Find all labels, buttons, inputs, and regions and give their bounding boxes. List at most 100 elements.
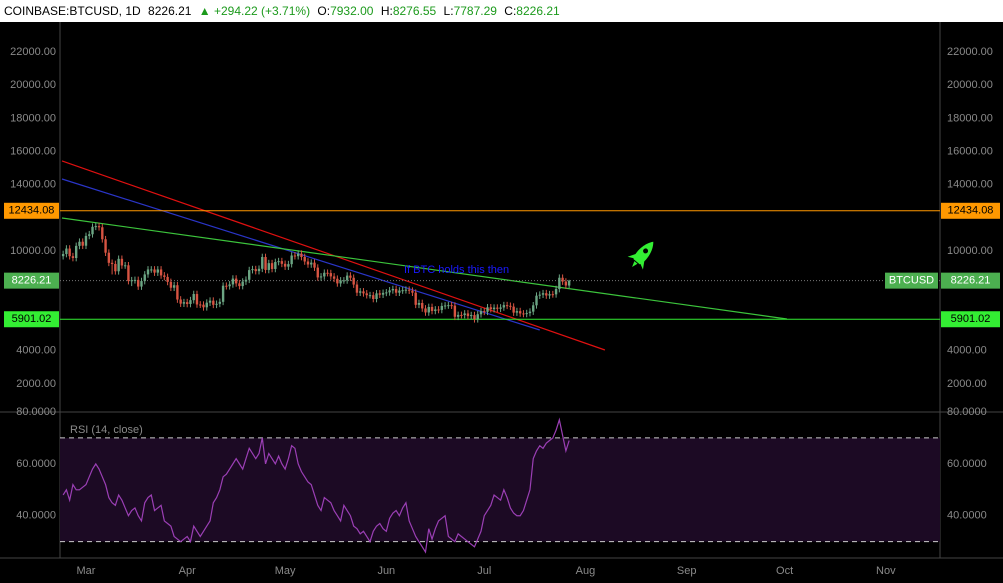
candle-body [91,226,94,235]
candle-body [300,253,303,258]
candle-body [466,313,470,317]
y2-tick-label: 4000.00 [947,345,987,357]
candle-body [541,293,545,295]
candle-body [424,308,427,313]
candle-body [293,255,297,257]
candle-body [365,293,368,296]
candle-body [159,269,163,276]
candle-body [345,275,349,281]
candle-body [192,294,195,301]
candle-body [567,280,571,286]
rsi-tick-label: 40.0000 [947,510,987,522]
candle-body [430,306,434,311]
candle-body [535,295,538,306]
rsi-line [62,417,570,554]
candle-body [476,314,479,320]
candle-body [532,305,535,312]
candle-body [257,268,261,272]
candle-body [225,285,228,287]
rsi-tick-label: 60.0000 [947,458,987,470]
candle-body [277,261,280,263]
candle-body [359,291,362,293]
x-tick-label: Apr [179,565,196,577]
candle-body [349,275,352,278]
x-tick-label: Sep [677,565,697,577]
candle-body [460,314,463,316]
level-label-box [941,311,1000,328]
candle-body [372,295,375,300]
ohlc-value: 8276.55 [392,4,437,18]
candle-body [251,269,254,271]
candle-body [212,300,215,305]
rsi-tick-label: 60.0000 [16,458,56,470]
candle-body [189,300,192,304]
annotation: If BTC holds this then [404,264,509,276]
level-label-box [941,202,1000,219]
candle-body [352,277,355,285]
candle-body [153,269,156,273]
candle-body [231,278,235,285]
candle-body [143,274,146,282]
candle-body [244,279,248,282]
level-label-box [4,311,59,328]
candle-body [290,255,293,265]
candle-body [107,252,111,263]
candle-body [398,290,401,293]
candle-body [140,281,143,287]
price-pane [60,160,940,351]
candle-body [146,269,150,275]
candle-body [561,277,564,282]
level-label: 5901.02 [951,313,991,325]
candle-body [182,302,186,304]
candle-body [166,276,169,282]
candle-body [486,307,489,312]
y2-tick-label: 22000.00 [947,46,993,58]
candle-body [218,301,222,304]
candle-body [310,262,313,265]
y2-tick-label: 18000.00 [947,112,993,124]
candle-body [287,264,290,267]
candle-body [88,234,91,236]
ohlc-label: O: [317,4,331,18]
candle-body [375,293,378,300]
candle-body [176,285,179,300]
candle-body [394,289,398,293]
candle-body [492,307,496,310]
candle-body [499,307,502,309]
candle-body [270,263,274,269]
candle-body [411,290,414,293]
candle-body [421,302,424,309]
candle-body [509,305,512,307]
candle-body [496,307,499,309]
y-tick-label: 10000.00 [10,245,56,257]
level-label: 8226.21 [12,275,52,287]
candle-body [385,292,388,294]
header: COINBASE:BTCUSD, 1D 8226.21 ▲ +294.22 (+… [0,0,1003,22]
candle-body [123,265,127,267]
candle-body [528,311,532,314]
candle-body [68,248,71,257]
level-label-box [4,272,59,289]
candle-body [264,257,267,270]
candle-body [453,305,457,317]
candle-body [261,257,264,269]
candle-body [522,313,525,315]
level-label: 8226.21 [951,275,991,287]
candle-body [339,280,342,284]
y-tick-label: 14000.00 [10,179,56,191]
ohlc-label: C: [504,4,517,18]
candle-body [316,267,319,278]
y2-tick-label: 14000.00 [947,179,993,191]
level-label: 12434.08 [9,205,55,217]
candle-body [303,257,306,262]
candle-body [545,293,548,296]
candle-body [463,313,466,316]
candle-body [78,241,81,246]
y-tick-label: 16000.00 [10,146,56,158]
candle-body [61,254,65,257]
candle-body [443,305,447,307]
ohlc-label: H: [380,4,393,18]
candle-body [110,262,114,264]
candle-body [525,313,528,315]
